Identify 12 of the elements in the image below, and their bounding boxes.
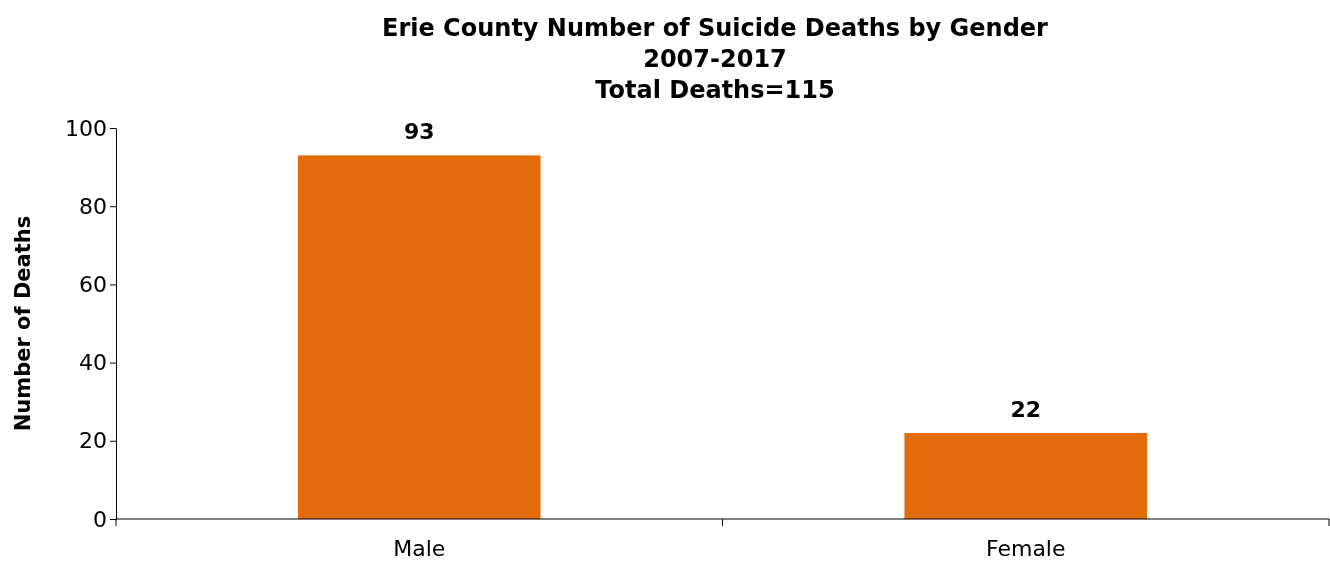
x-tick-label: Female bbox=[985, 536, 1066, 561]
y-tick-label: 100 bbox=[65, 115, 107, 141]
y-axis-title: Number of Deaths bbox=[11, 215, 35, 432]
y-tick-label: 20 bbox=[79, 428, 107, 454]
y-tick-label: 60 bbox=[79, 271, 107, 297]
x-tick-label: Male bbox=[393, 536, 446, 561]
data-label: 93 bbox=[403, 119, 435, 145]
data-label: 22 bbox=[1010, 396, 1042, 422]
y-tick-label: 40 bbox=[79, 350, 107, 376]
chart-title: Erie County Number of Suicide Deaths by Gender 2007-2017 Total Deaths=115 bbox=[382, 14, 1049, 104]
y-tick-label: 80 bbox=[79, 193, 107, 219]
y-tick-label: 0 bbox=[93, 506, 107, 532]
